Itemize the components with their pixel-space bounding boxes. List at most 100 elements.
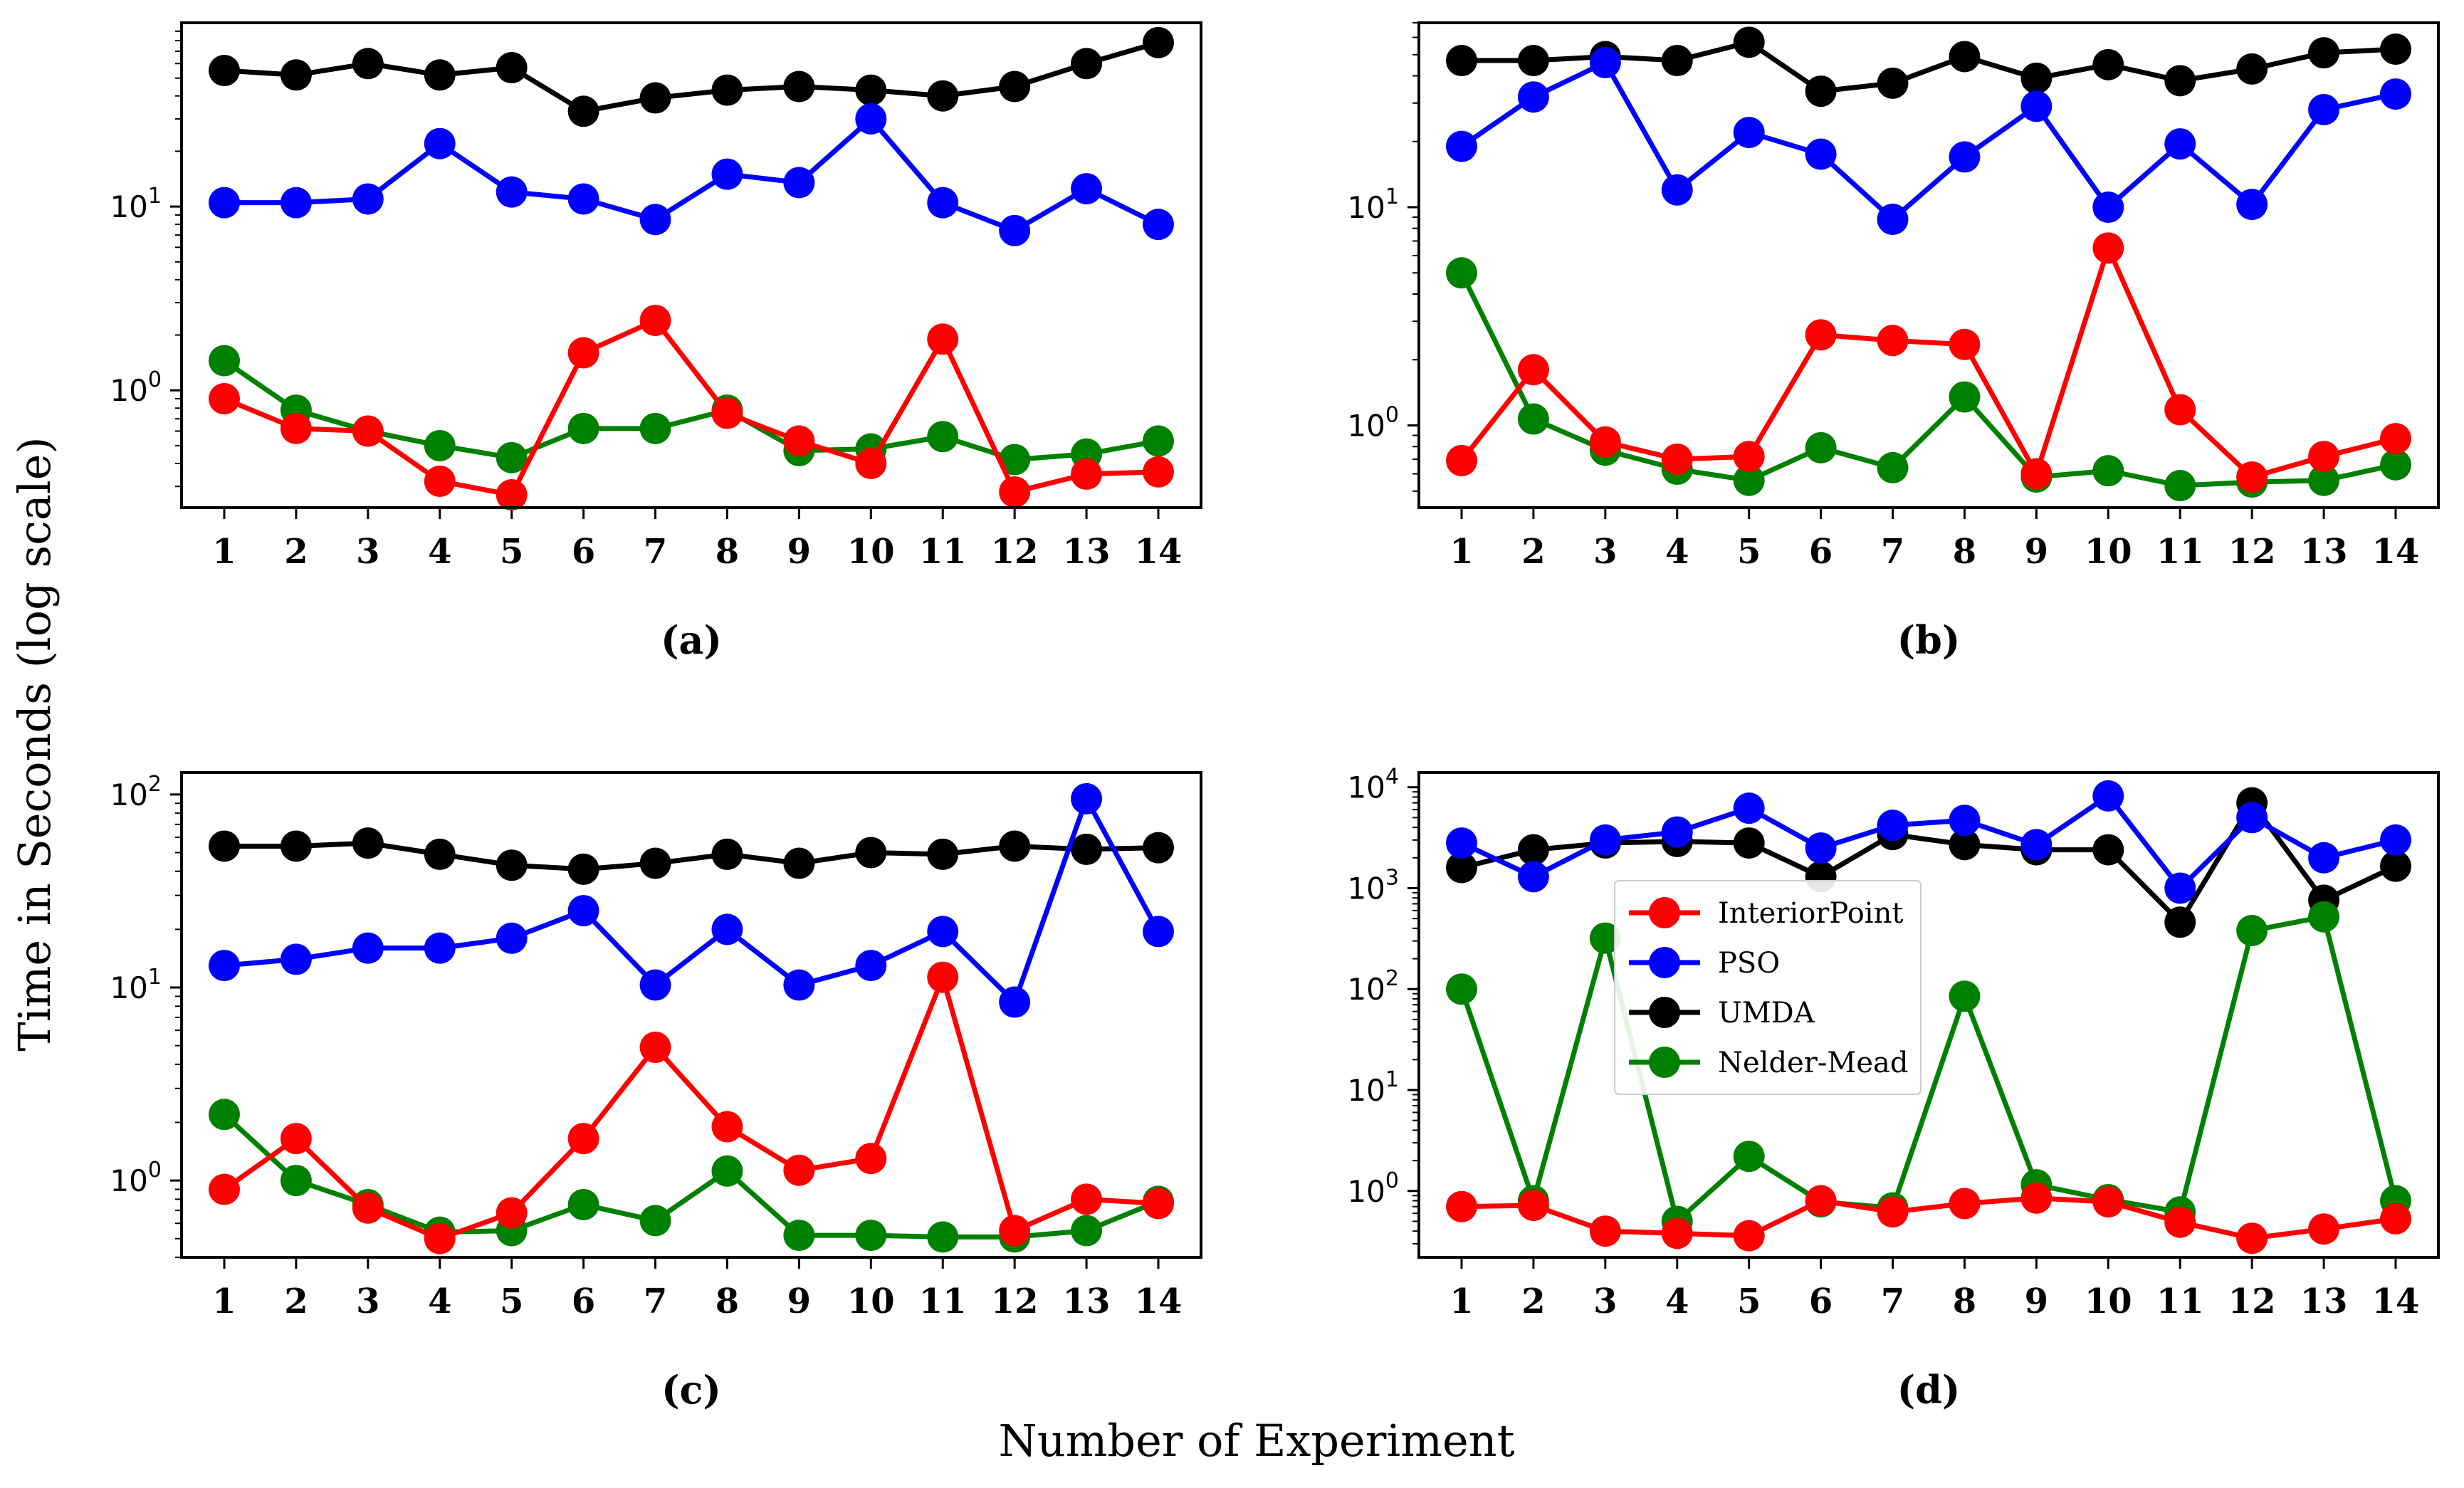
plot-frame: [1417, 21, 2440, 509]
data-point: [1661, 45, 1693, 77]
x-tick-label: 4: [428, 532, 451, 572]
data-point: [1143, 425, 1174, 457]
data-point: [2092, 232, 2124, 264]
x-tick-label: 4: [428, 1282, 451, 1321]
data-point: [999, 214, 1031, 246]
x-tick-label: 9: [787, 532, 811, 572]
data-point: [352, 932, 384, 964]
series-pso: [209, 103, 1174, 246]
data-point: [927, 80, 959, 112]
x-tick-label: 1: [212, 532, 236, 572]
panel-label: (b): [1897, 617, 1961, 663]
series-neldermead: [1446, 257, 2411, 502]
panel-label: (a): [661, 617, 722, 663]
data-point: [927, 838, 959, 870]
y-tick-label: 101: [1347, 1067, 1399, 1108]
data-point: [855, 837, 887, 869]
data-point: [567, 183, 599, 215]
data-point: [927, 961, 959, 993]
legend-label: Nelder-Mead: [1718, 1047, 1908, 1079]
x-tick-label: 3: [356, 532, 379, 572]
x-tick-label: 12: [991, 532, 1039, 572]
x-tick-label: 6: [572, 1282, 595, 1321]
x-tick-label: 2: [284, 532, 308, 572]
data-point: [1733, 1141, 1765, 1173]
x-tick-label: 10: [2085, 1282, 2132, 1321]
series-pso: [1446, 46, 2411, 236]
data-point: [2236, 189, 2268, 221]
y-tick-label: 100: [1347, 403, 1399, 444]
x-tick-label: 9: [787, 1282, 811, 1321]
data-point: [1517, 45, 1549, 77]
data-point: [1446, 973, 1477, 1005]
data-point: [2380, 449, 2411, 481]
x-tick-label: 7: [644, 1282, 667, 1321]
data-point: [352, 415, 384, 447]
legend-label: UMDA: [1718, 997, 1815, 1029]
data-point: [855, 1143, 887, 1175]
series-pso: [1446, 780, 2411, 904]
data-point: [639, 412, 671, 444]
data-point: [1949, 805, 1981, 837]
x-tick-label: 2: [1521, 532, 1545, 572]
data-point: [352, 183, 384, 215]
legend-entry: UMDA: [1629, 997, 1815, 1029]
data-point: [2092, 455, 2124, 487]
data-point: [352, 827, 384, 859]
data-point: [567, 1188, 599, 1220]
series-interiorpoint: [1446, 1182, 2411, 1254]
data-point: [209, 830, 240, 862]
data-point: [567, 412, 599, 444]
x-tick-label: 3: [1593, 532, 1617, 572]
data-point: [2164, 872, 2196, 904]
series-umda: [209, 26, 1174, 127]
data-point: [1733, 827, 1765, 859]
data-point: [2236, 461, 2268, 493]
data-point: [352, 48, 384, 80]
x-tick-label: 5: [1737, 532, 1761, 572]
y-tick-label: 100: [1347, 1168, 1399, 1209]
data-point: [1589, 426, 1621, 458]
y-tick-label: 102: [1347, 966, 1399, 1007]
x-tick-label: 2: [284, 1282, 308, 1321]
x-tick-label: 5: [500, 1282, 523, 1321]
data-point: [783, 847, 815, 879]
x-tick-label: 9: [2025, 1282, 2048, 1321]
x-tick-label: 4: [1665, 532, 1689, 572]
data-point: [1143, 26, 1174, 58]
series-umda: [209, 827, 1174, 885]
x-tick-label: 1: [1449, 532, 1473, 572]
plot-frame: [180, 771, 1202, 1259]
data-point: [2020, 1182, 2053, 1214]
data-point: [1517, 81, 1549, 113]
x-tick-label: 14: [2372, 532, 2420, 572]
series-neldermead: [1446, 901, 2411, 1237]
data-point: [1661, 816, 1693, 848]
data-point: [2164, 65, 2196, 97]
data-point: [2380, 824, 2411, 856]
data-point: [1446, 827, 1477, 859]
x-tick-label: 12: [2228, 532, 2276, 572]
x-tick-label: 13: [2300, 1282, 2348, 1321]
data-point: [1071, 1183, 1103, 1215]
data-point: [2380, 78, 2411, 110]
data-point: [855, 447, 887, 479]
x-tick-label: 10: [2085, 532, 2132, 572]
data-point: [2164, 470, 2196, 502]
x-tick-label: 5: [1737, 1282, 1761, 1321]
x-tick-label: 11: [2156, 1282, 2204, 1321]
data-point: [2380, 423, 2411, 455]
data-point: [2164, 128, 2196, 160]
data-point: [711, 158, 743, 190]
y-tick-label: 101: [1347, 184, 1399, 225]
x-tick-label: 6: [572, 532, 595, 572]
data-point: [1143, 1188, 1174, 1220]
data-point: [1877, 451, 1909, 483]
data-point: [999, 986, 1031, 1018]
data-point: [1589, 46, 1621, 78]
data-point: [496, 441, 528, 473]
x-tick-label: 13: [2300, 532, 2348, 572]
data-point: [1877, 1196, 1909, 1228]
data-point: [927, 421, 959, 453]
